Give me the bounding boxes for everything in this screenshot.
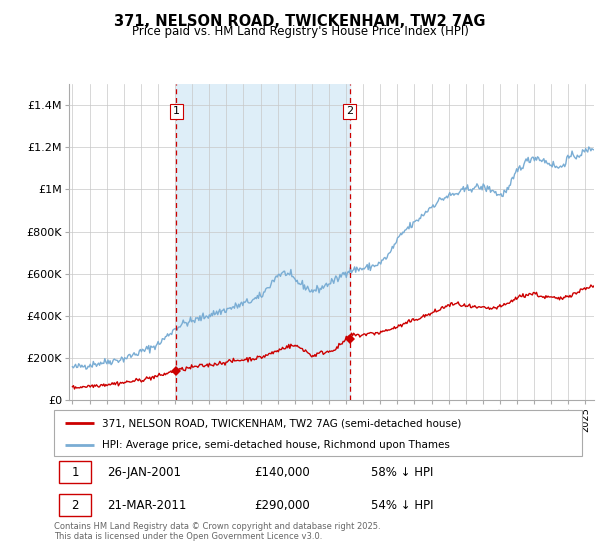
Text: £140,000: £140,000: [254, 465, 310, 479]
Text: Price paid vs. HM Land Registry's House Price Index (HPI): Price paid vs. HM Land Registry's House …: [131, 25, 469, 38]
Text: 1: 1: [71, 465, 79, 479]
Text: 58% ↓ HPI: 58% ↓ HPI: [371, 465, 433, 479]
Text: 21-MAR-2011: 21-MAR-2011: [107, 498, 186, 512]
Text: 1: 1: [173, 106, 180, 116]
Text: 371, NELSON ROAD, TWICKENHAM, TW2 7AG (semi-detached house): 371, NELSON ROAD, TWICKENHAM, TW2 7AG (s…: [101, 418, 461, 428]
Text: 2: 2: [346, 106, 353, 116]
Text: 54% ↓ HPI: 54% ↓ HPI: [371, 498, 433, 512]
Text: HPI: Average price, semi-detached house, Richmond upon Thames: HPI: Average price, semi-detached house,…: [101, 440, 449, 450]
Bar: [59, 494, 91, 516]
Text: £290,000: £290,000: [254, 498, 310, 512]
Text: 26-JAN-2001: 26-JAN-2001: [107, 465, 181, 479]
Text: Contains HM Land Registry data © Crown copyright and database right 2025.
This d: Contains HM Land Registry data © Crown c…: [54, 522, 380, 542]
Text: 371, NELSON ROAD, TWICKENHAM, TW2 7AG: 371, NELSON ROAD, TWICKENHAM, TW2 7AG: [114, 14, 486, 29]
Text: 2: 2: [71, 498, 79, 512]
Bar: [59, 461, 91, 483]
Bar: [176, 84, 350, 400]
